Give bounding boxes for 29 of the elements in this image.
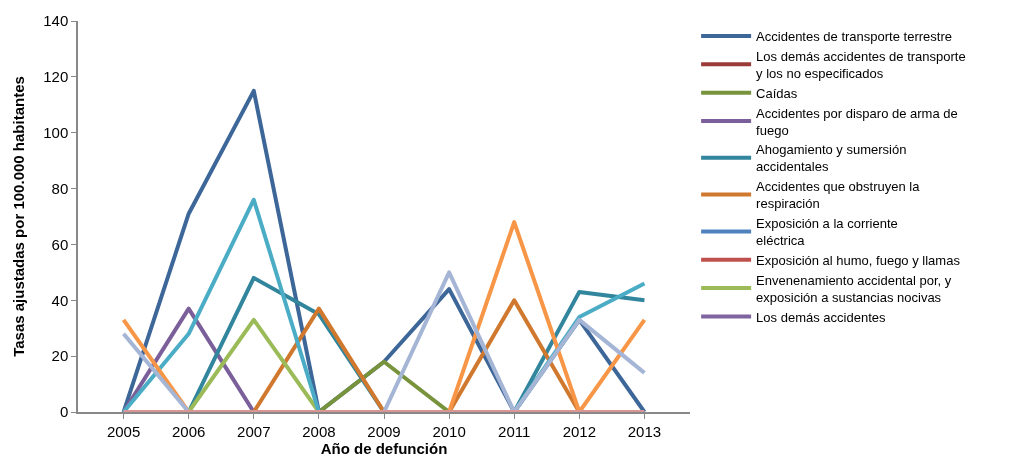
y-tick-label: 60 xyxy=(51,235,69,253)
x-tick-label: 2007 xyxy=(237,422,271,440)
x-tick-label: 2013 xyxy=(627,422,662,440)
y-tick-label: 20 xyxy=(51,347,69,365)
y-tick-label: 120 xyxy=(43,68,69,86)
legend-label: Accidentes por disparo de arma de fuego xyxy=(756,105,958,138)
x-axis-title: Año de defunción xyxy=(320,439,448,457)
x-tick-label: 2010 xyxy=(432,422,466,440)
legend-label: Los demás accidentes de transporte y los no especificados xyxy=(756,48,966,81)
x-tick-label: 2012 xyxy=(562,422,597,440)
y-tick-label: 140 xyxy=(43,12,69,30)
legend-label: Accidentes de transporte terrestre xyxy=(756,29,952,45)
y-tick-label: 100 xyxy=(43,123,69,141)
legend-label: Caídas xyxy=(756,85,798,101)
legend-label: Los demás accidentes xyxy=(756,309,886,325)
x-tick-label: 2005 xyxy=(106,422,141,440)
legend-label: Accidentes que obstruyen la respiración xyxy=(756,179,921,212)
legend-label: Ahogamiento y sumersión accidentales xyxy=(756,142,907,175)
y-tick-label: 0 xyxy=(59,403,69,421)
x-tick-label: 2008 xyxy=(302,422,336,440)
x-tick-label: 2006 xyxy=(171,422,206,440)
legend-label: Exposición a la corriente eléctrica xyxy=(756,216,898,248)
x-tick-label: 2009 xyxy=(367,422,401,440)
legend-label: Envenenamiento accidental por, y exposición a sustancias nocivas xyxy=(756,272,952,305)
y-tick-label: 80 xyxy=(51,179,69,197)
x-tick-label: 2011 xyxy=(498,422,531,440)
y-tick-label: 40 xyxy=(51,291,69,309)
y-axis-title: Tasas ajustadas por 100.000 habitantes xyxy=(9,76,27,357)
legend-label: Exposición al humo, fuego y llamas xyxy=(756,252,961,268)
